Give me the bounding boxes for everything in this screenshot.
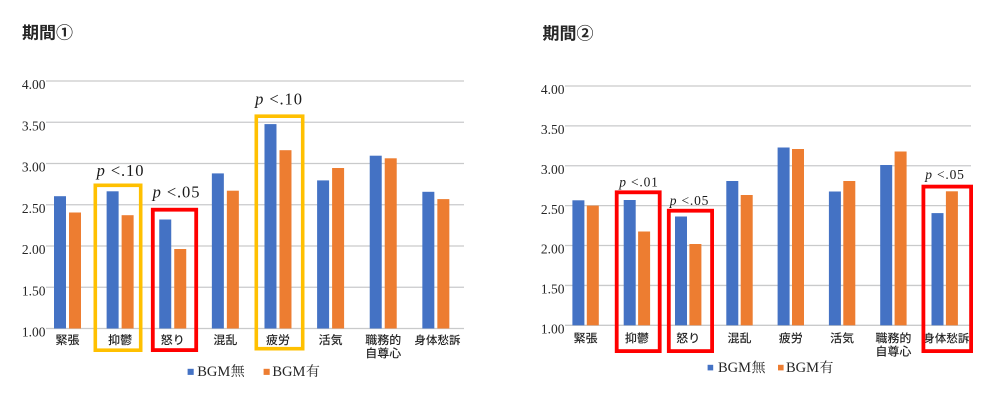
svg-text:BGM: BGM (272, 364, 305, 380)
svg-text:p <.10: p <.10 (96, 161, 145, 180)
svg-text:p <.01: p <.01 (618, 175, 658, 190)
svg-text:1.00: 1.00 (541, 321, 565, 336)
svg-text:2.50: 2.50 (541, 202, 565, 217)
svg-text:2.00: 2.00 (22, 242, 46, 257)
svg-text:BGM: BGM (718, 360, 751, 376)
svg-text:BGM: BGM (197, 364, 230, 380)
svg-text:BGM: BGM (786, 360, 819, 376)
svg-text:1.00: 1.00 (22, 325, 46, 340)
svg-text:2.50: 2.50 (22, 201, 46, 216)
svg-text:3.00: 3.00 (541, 162, 565, 177)
svg-text:p <.05: p <.05 (669, 193, 709, 208)
svg-text:3.50: 3.50 (22, 118, 46, 133)
svg-text:1.50: 1.50 (22, 283, 46, 298)
svg-text:2.00: 2.00 (541, 242, 565, 257)
svg-text:3.00: 3.00 (22, 160, 46, 175)
svg-text:3.50: 3.50 (541, 122, 565, 137)
svg-text:1.50: 1.50 (541, 282, 565, 297)
svg-text:p <.10: p <.10 (254, 90, 303, 109)
svg-text:p <.05: p <.05 (152, 183, 201, 202)
svg-text:p <.05: p <.05 (924, 167, 964, 182)
svg-text:4.00: 4.00 (541, 82, 565, 97)
svg-text:4.00: 4.00 (22, 77, 46, 92)
